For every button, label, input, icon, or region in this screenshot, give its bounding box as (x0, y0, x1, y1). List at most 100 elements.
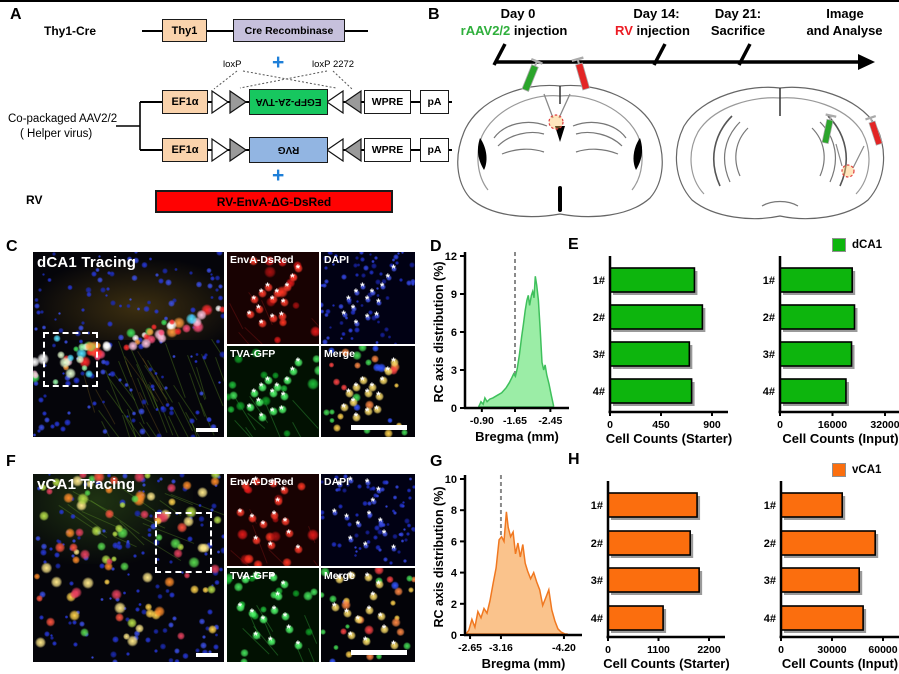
red-marked-cell (281, 517, 291, 527)
dapi-nucleus (78, 621, 85, 627)
merge-marked-cell (342, 608, 352, 618)
dapi-marked-cell (376, 299, 383, 306)
dapi-marked-cell (365, 480, 371, 487)
dapi-cell (392, 495, 398, 500)
svg-text:1#: 1# (763, 275, 775, 287)
dapi-nucleus (108, 596, 112, 600)
cell-marker-asterisk: * (284, 280, 289, 293)
dapi-nucleus (110, 651, 117, 658)
dapi-cell (398, 531, 404, 537)
dapi-nucleus (43, 631, 50, 638)
gfp-marked-cell (294, 357, 304, 367)
gfp-marked-cell (259, 615, 269, 625)
cell-marker-asterisk: * (376, 484, 381, 497)
dapi-marked-cell (369, 290, 376, 297)
gfp-marked-cell (279, 580, 289, 590)
dca1-tvagfp-panel: TVA-GFP * * * * * * * * * * * * * * (227, 346, 319, 437)
merge-marked-cell (374, 391, 384, 401)
dapi-nucleus (107, 342, 114, 349)
panel-letter-g: G (430, 453, 443, 470)
cell-marker-asterisk: * (332, 506, 337, 519)
fiber-streak (248, 509, 257, 525)
dapi-nucleus (124, 382, 129, 388)
dapi-cell (368, 486, 373, 491)
fiber-streak (242, 627, 270, 655)
dapi-cell (389, 262, 394, 268)
dca1-tracing-image: dCA1 Tracing (33, 252, 224, 437)
dapi-cell (373, 492, 379, 498)
dapi-nucleus (212, 569, 219, 577)
red-cell (276, 286, 288, 298)
dapi-nucleus (133, 630, 140, 637)
merge-marked-cell (352, 382, 362, 392)
gfp-marked-cell (254, 397, 264, 407)
dapi-nucleus (129, 387, 134, 392)
cell-marker-asterisk: * (365, 312, 370, 325)
dapi-cell (353, 545, 357, 549)
gfp-marked-cell (245, 403, 255, 413)
cell-marker-asterisk: * (271, 604, 277, 617)
thy1-box: Thy1 (162, 19, 207, 42)
merge-cell (396, 628, 405, 637)
labeled-cell (34, 573, 41, 580)
merge-cell (383, 366, 389, 373)
dapi-nucleus (221, 533, 224, 539)
merge-cell (322, 408, 331, 417)
injection-site-ventral (841, 164, 855, 178)
labeled-cell (50, 576, 63, 588)
dapi-cell (324, 279, 330, 285)
gfp-marked-cell (263, 376, 273, 386)
dapi-marked-cell (363, 542, 370, 549)
fiber-streak (233, 419, 250, 437)
dapi-nucleus (109, 371, 116, 378)
fiber-streak (264, 403, 282, 437)
cell-marker-asterisk: * (251, 293, 256, 306)
merge-cell (332, 378, 341, 386)
dapi-marked-cell (341, 311, 348, 318)
dapi-cell (331, 541, 337, 548)
dapi-marked-cell (381, 530, 388, 537)
merge-marked-cell (352, 412, 362, 422)
dapi-nucleus (161, 627, 168, 634)
dapi-cell (371, 263, 377, 269)
dca1-envadsred-panel: EnvA-DsRed * * * * * * * * * * * * * * (227, 252, 319, 344)
dapi-cell (397, 252, 401, 255)
dapi-cell (338, 503, 344, 509)
fiber-streak (189, 372, 206, 417)
dapi-cell (385, 295, 390, 301)
dapi-cell (321, 302, 325, 309)
dapi-nucleus (72, 642, 78, 648)
merge-marked-cell (361, 636, 371, 646)
red-marked-cell (266, 541, 276, 551)
cell-marker-asterisk: * (270, 387, 275, 400)
merge-cell (403, 642, 411, 650)
cell-marker-asterisk: * (237, 506, 243, 519)
dapi-cell (392, 533, 398, 539)
dca1-dapi-panel: DAPI * * * * * * * * * * * * * * (321, 252, 415, 344)
ef1a-promoter-box-2: EF1α (162, 138, 208, 162)
dapi-cell (401, 503, 406, 508)
merge-cell (363, 624, 374, 635)
gfp-marked-cell (251, 631, 261, 641)
channel-label-envadsred: EnvA-DsRed (230, 476, 294, 488)
fiber-streak (117, 341, 133, 378)
dapi-cell (367, 500, 373, 506)
gfp-cell (240, 648, 249, 658)
gfp-cell (283, 429, 291, 437)
labeled-cell (110, 588, 123, 601)
fiber-streak (167, 415, 185, 437)
merge-cell (356, 616, 365, 625)
dapi-cell (350, 309, 356, 316)
cell-marker-asterisk: * (286, 623, 291, 636)
channel-label-envadsred: EnvA-DsRed (230, 254, 294, 266)
merge-marked-cell (378, 376, 388, 386)
dapi-cell (373, 535, 379, 541)
merge-cell (410, 576, 415, 583)
dapi-cell (356, 263, 360, 267)
cell-marker-asterisk: * (260, 518, 266, 531)
wpre-box-2: WPRE (364, 138, 411, 162)
fiber-streak (123, 355, 159, 403)
cell-marker-asterisk: * (344, 607, 349, 620)
dapi-cell (384, 480, 389, 485)
svg-text:8: 8 (451, 505, 457, 517)
